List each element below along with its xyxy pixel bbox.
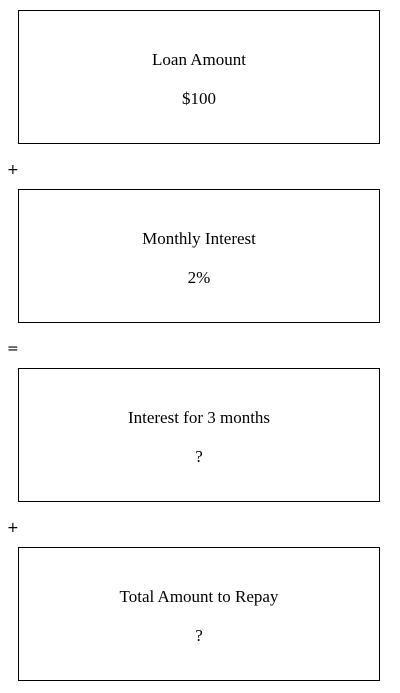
loan-amount-label: Loan Amount bbox=[152, 50, 246, 69]
interest-3-months-label: Interest for 3 months bbox=[127, 408, 271, 427]
total-repay-box: Total Amount to Repay ? bbox=[18, 547, 380, 681]
loan-amount-box: Loan Amount $100 bbox=[18, 10, 380, 144]
loan-amount-value: $100 bbox=[182, 89, 216, 108]
plus-operator: + bbox=[7, 520, 19, 536]
interest-3-months-box: Interest for 3 months ? bbox=[18, 368, 380, 502]
monthly-interest-label: Monthly Interest bbox=[142, 229, 256, 248]
equals-operator: = bbox=[7, 341, 19, 357]
monthly-interest-value: 2% bbox=[187, 268, 211, 287]
total-repay-label: Total Amount to Repay bbox=[119, 587, 279, 606]
interest-3-months-value: ? bbox=[195, 447, 203, 466]
monthly-interest-box: Monthly Interest 2% bbox=[18, 189, 380, 323]
plus-operator: + bbox=[7, 162, 19, 178]
total-repay-value: ? bbox=[195, 626, 203, 645]
